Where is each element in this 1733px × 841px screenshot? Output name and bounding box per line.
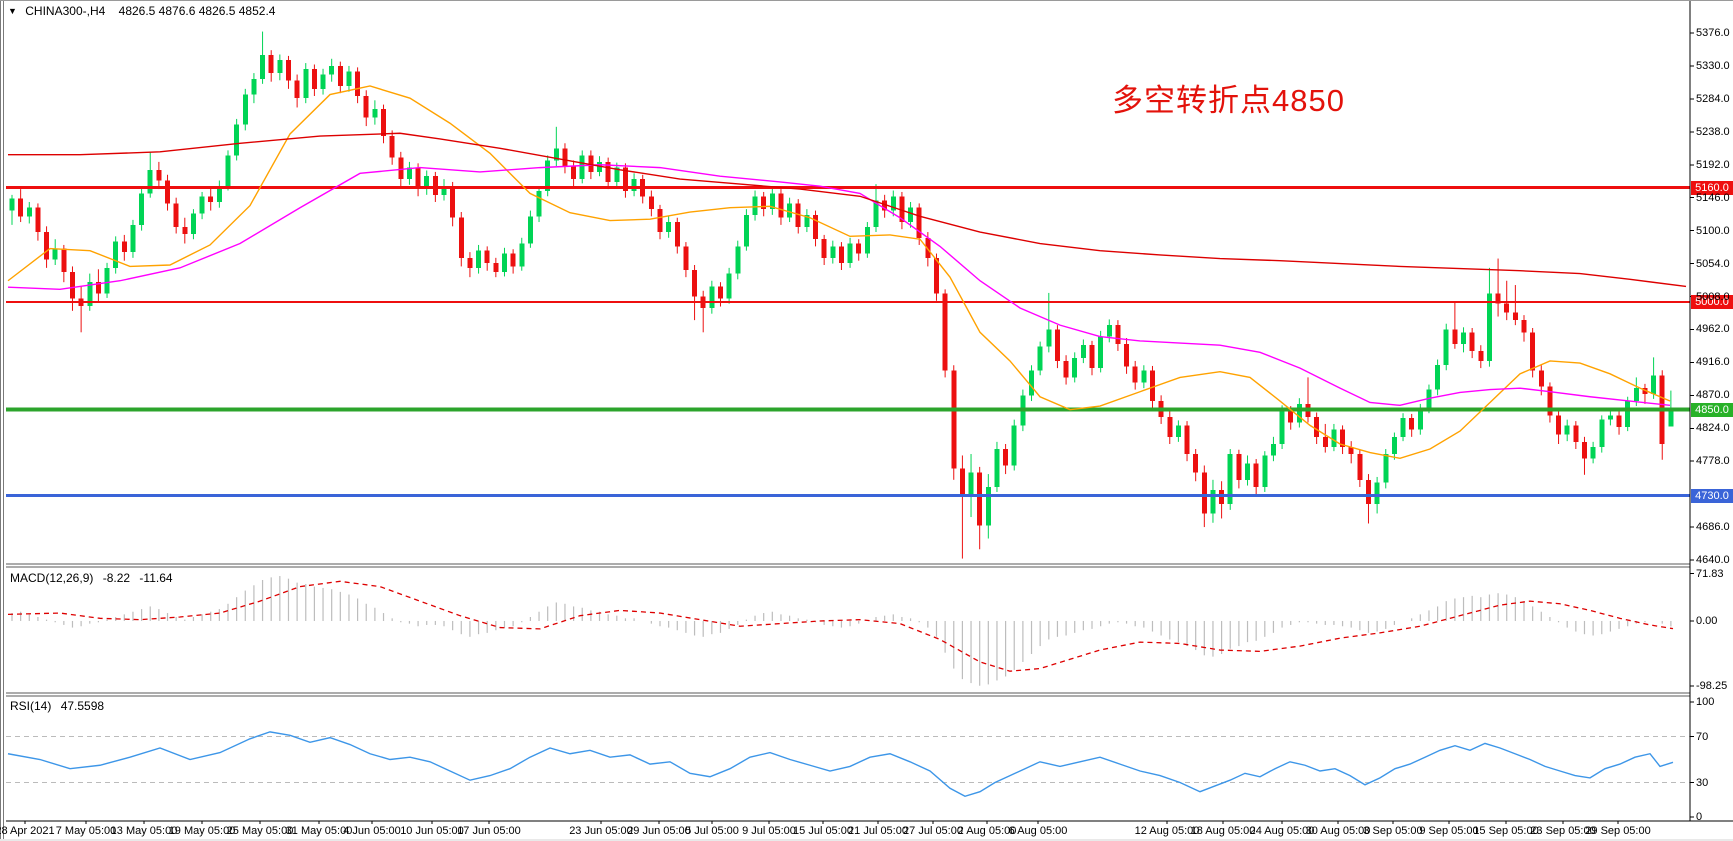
- time-axis-label: 9 Jul 05:00: [742, 825, 796, 837]
- symbol-timeframe-label: CHINA300-,H4: [25, 4, 106, 18]
- time-axis-label: 12 Aug 05:00: [1134, 825, 1200, 837]
- time-axis-label: 23 Jun 05:00: [569, 825, 633, 837]
- time-axis-label: 15 Jul 05:00: [793, 825, 853, 837]
- rsi-indicator-label: RSI(14) 47.5598: [10, 699, 110, 713]
- time-axis-label: 23 Sep 05:00: [1530, 825, 1596, 837]
- price-axis-tick: 4870.0: [1696, 389, 1730, 402]
- window-left-border-inner: [3, 1, 4, 841]
- time-axis-label: 24 Aug 05:00: [1249, 825, 1315, 837]
- time-axis-label: 27 Jul 05:00: [903, 825, 963, 837]
- time-axis-label: 18 Aug 05:00: [1190, 825, 1256, 837]
- time-axis-label: 25 May 05:00: [226, 825, 294, 837]
- rsi-name: RSI(14): [10, 699, 52, 713]
- time-axis-label: 19 May 05:00: [168, 825, 236, 837]
- price-axis-tick: 5100.0: [1696, 224, 1730, 237]
- time-axis-label: 9 Sep 05:00: [1419, 825, 1479, 837]
- price-axis-tick: 5008.0: [1696, 290, 1730, 303]
- ma-medium: [7, 164, 1671, 407]
- time-axis-label: 30 Aug 05:00: [1305, 825, 1371, 837]
- time-axis-label: 28 Apr 2021: [0, 825, 55, 837]
- price-level-badge-5000: 5000.0: [1691, 295, 1733, 310]
- window-left-border: [0, 1, 1, 841]
- time-axis-label: 21 Jul 05:00: [848, 825, 908, 837]
- time-axis-label: 10 Jun 05:00: [400, 825, 464, 837]
- price-axis-tick: 5054.0: [1696, 257, 1730, 270]
- rsi-axis-tick: 100: [1696, 696, 1715, 708]
- price-axis-tick: 4640.0: [1696, 554, 1730, 566]
- time-axis-label: 15 Sep 05:00: [1473, 825, 1539, 837]
- ma-fast: [7, 85, 1671, 460]
- macd-axis-tick: -98.25: [1696, 679, 1728, 692]
- time-axis-label: 4 Jun 05:00: [343, 825, 401, 837]
- price-axis-tick: 5192.0: [1696, 158, 1730, 171]
- price-axis-tick: 5376.0: [1696, 27, 1730, 39]
- chart-title-bar: ▼ CHINA300-,H4 4826.5 4876.6 4826.5 4852…: [8, 4, 275, 18]
- macd-name: MACD(12,26,9): [10, 571, 94, 585]
- price-axis-tick: 5146.0: [1696, 191, 1730, 204]
- window-bottom-edge: [0, 839, 1733, 841]
- time-axis-label: 2 Aug 05:00: [957, 825, 1017, 837]
- rsi-axis-tick: 30: [1696, 776, 1709, 789]
- price-axis-tick: 5238.0: [1696, 125, 1730, 138]
- price-level-badge-4850: 4850.0: [1691, 402, 1733, 417]
- price-axis-tick: 4962.0: [1696, 323, 1730, 336]
- macd-signal-line: [7, 580, 1674, 672]
- price-level-badge-4730: 4730.0: [1691, 488, 1733, 503]
- price-axis-tick: 4824.0: [1696, 422, 1730, 435]
- rsi-axis-tick: 0: [1696, 811, 1703, 823]
- price-axis-tick: 4778.0: [1696, 455, 1730, 468]
- time-axis-label: 31 May 05:00: [285, 825, 353, 837]
- macd-axis-tick: 71.83: [1696, 567, 1724, 580]
- macd-value-signal: -11.64: [139, 571, 173, 585]
- price-axis-tick: 5284.0: [1696, 92, 1730, 105]
- macd-indicator-label: MACD(12,26,9) -8.22 -11.64: [10, 571, 179, 585]
- rsi-line: [7, 731, 1674, 798]
- price-level-badge-5160: 5160.0: [1691, 180, 1733, 195]
- time-axis-label: 17 Jun 05:00: [457, 825, 521, 837]
- time-axis-label: 29 Sep 05:00: [1585, 825, 1651, 837]
- time-axis-label: 13 May 05:00: [110, 825, 178, 837]
- price-axis-tick: 4686.0: [1696, 521, 1730, 534]
- price-axis-tick: 4916.0: [1696, 356, 1730, 369]
- price-axis-tick: 5330.0: [1696, 59, 1730, 72]
- ma-slow: [8, 132, 1687, 288]
- time-axis-label: 3 Sep 05:00: [1363, 825, 1423, 837]
- chevron-down-icon[interactable]: ▼: [8, 6, 17, 16]
- macd-value-main: -8.22: [102, 571, 131, 585]
- rsi-value: 47.5598: [60, 699, 105, 713]
- time-axis-label: 6 Aug 05:00: [1008, 825, 1068, 837]
- rsi-axis-tick: 70: [1696, 730, 1709, 743]
- time-axis-label: 7 May 05:00: [55, 825, 117, 837]
- time-axis-label: 5 Jul 05:00: [685, 825, 739, 837]
- annotation-text: 多空转折点4850: [1112, 83, 1345, 118]
- time-axis-label: 29 Jun 05:00: [627, 825, 691, 837]
- macd-axis-tick: 0.00: [1696, 614, 1718, 627]
- ohlc-values-label: 4826.5 4876.6 4826.5 4852.4: [118, 4, 276, 18]
